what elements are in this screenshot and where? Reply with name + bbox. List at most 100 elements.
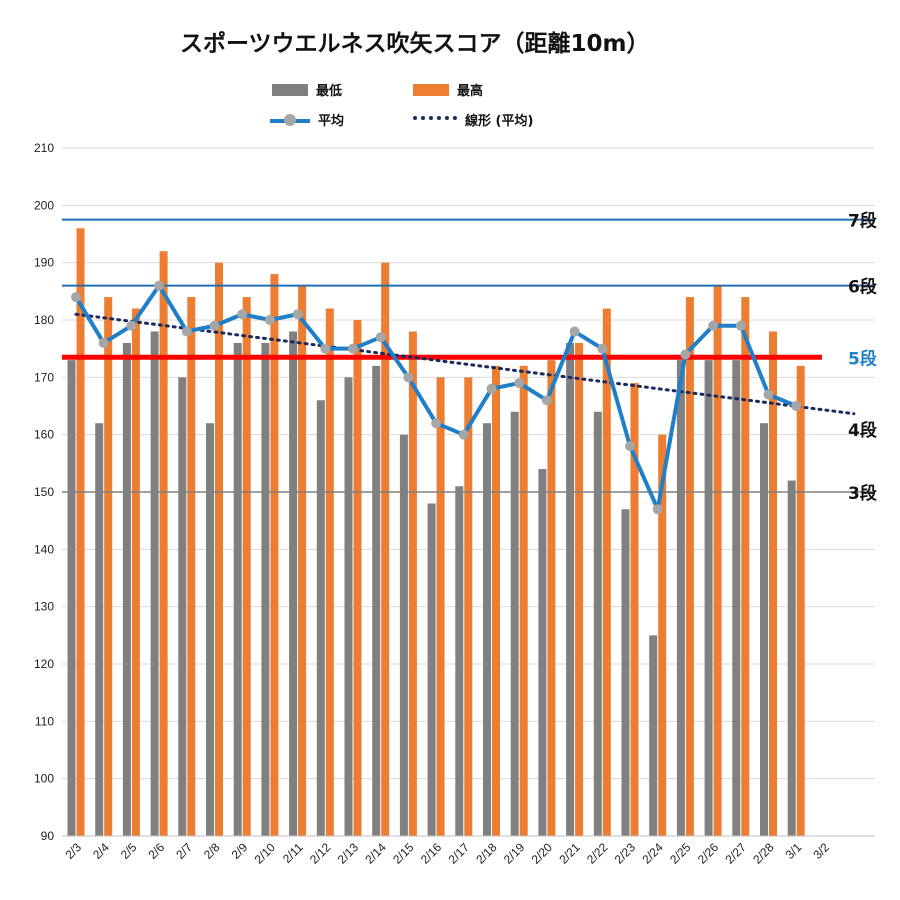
reference-label: 7段: [848, 211, 877, 232]
x-tick-label: 2/15: [390, 840, 417, 867]
y-tick-label: 90: [41, 829, 55, 843]
bar-max: [436, 377, 445, 836]
bar-max: [464, 377, 473, 836]
bar-max: [519, 365, 528, 836]
bar-min: [122, 342, 131, 836]
y-tick-label: 200: [34, 198, 54, 212]
bar-max: [270, 274, 279, 837]
average-point: [735, 320, 746, 331]
legend-swatch-max: [413, 83, 449, 96]
x-tick-label: 2/14: [362, 840, 389, 867]
bar-min: [316, 400, 325, 836]
legend-swatch-avg: [270, 113, 310, 126]
reference-label: 4段: [848, 420, 877, 441]
bar-min: [593, 411, 602, 836]
bar-max: [104, 297, 113, 837]
bar-max: [298, 285, 307, 837]
bar-max: [325, 308, 334, 836]
x-tick-label: 2/18: [473, 840, 500, 867]
chart-title: スポーツウエルネス吹矢スコア（距離10m）: [180, 31, 650, 57]
x-tick-label: 2/11: [280, 840, 306, 866]
x-tick-label: 2/20: [529, 840, 556, 867]
bar-max: [492, 365, 500, 836]
x-tick-label: 2/9: [229, 840, 251, 862]
x-tick-label: 2/6: [146, 840, 168, 862]
x-tick-label: 2/13: [335, 840, 362, 867]
bar-min: [455, 486, 464, 836]
bar-min: [399, 434, 408, 836]
average-point: [514, 378, 525, 389]
bar-max: [408, 331, 417, 836]
bar-min: [732, 360, 741, 836]
bar-max: [215, 262, 223, 837]
reference-label: 3段: [848, 483, 877, 504]
x-tick-label: 2/26: [695, 840, 722, 867]
average-point: [98, 337, 109, 348]
y-tick-label: 150: [34, 485, 54, 499]
y-tick-label: 130: [34, 600, 54, 614]
legend-swatch-min: [272, 83, 308, 96]
bar-min: [566, 342, 575, 836]
average-point: [569, 326, 580, 337]
bar-max: [741, 297, 750, 837]
average-point: [708, 320, 719, 331]
x-tick-label: 2/10: [252, 840, 279, 867]
average-point: [763, 389, 774, 400]
y-tick-label: 140: [34, 542, 54, 556]
average-point: [625, 441, 635, 452]
x-tick-label: 3/2: [810, 840, 832, 862]
x-tick-label: 2/17: [446, 840, 473, 867]
average-point: [597, 343, 608, 354]
x-tick-label: 2/25: [667, 840, 694, 867]
bar-min: [233, 342, 242, 836]
reference-label: 5段: [848, 348, 877, 369]
bar-min: [676, 360, 685, 836]
bar-min: [289, 331, 298, 836]
average-point: [209, 320, 220, 331]
y-tick-label: 160: [34, 428, 54, 442]
average-point: [264, 315, 275, 325]
x-tick-label: 2/7: [173, 840, 195, 862]
bar-min: [760, 423, 768, 836]
bar-min: [621, 509, 630, 836]
y-tick-label: 180: [34, 313, 54, 327]
bar-max: [159, 251, 168, 836]
bar-max: [131, 308, 140, 836]
bar-min: [427, 503, 436, 836]
average-point: [458, 429, 469, 440]
y-tick-label: 190: [34, 256, 54, 270]
bar-min: [261, 342, 270, 836]
average-point: [237, 309, 248, 320]
average-point: [71, 292, 81, 303]
legend-label-avg: 平均: [318, 114, 345, 129]
x-tick-label: 3/1: [783, 840, 805, 862]
legend-label-max: 最高: [457, 84, 484, 99]
bar-max: [242, 297, 251, 837]
average-point: [320, 343, 331, 354]
legend-item-min: 最低: [272, 80, 342, 99]
average-point: [431, 418, 442, 429]
y-tick-label: 210: [34, 141, 54, 155]
average-point: [181, 326, 192, 337]
average-point: [348, 343, 358, 354]
x-tick-label: 2/5: [118, 840, 140, 862]
average-point: [791, 401, 802, 411]
legend-swatch-trend: [413, 115, 457, 124]
bar-min: [95, 423, 104, 836]
bar-min: [344, 377, 353, 836]
x-tick-label: 2/22: [584, 840, 611, 867]
bar-max: [796, 365, 805, 836]
average-point: [126, 320, 137, 331]
trendline: [74, 312, 856, 416]
x-tick-label: 2/3: [62, 840, 84, 862]
legend-item-trend: 線形 (平均): [413, 110, 533, 129]
bar-min: [483, 423, 491, 836]
x-tick-label: 2/23: [612, 840, 639, 867]
bar-max: [353, 320, 362, 836]
bar-max: [769, 331, 777, 836]
legend-label-min: 最低: [316, 84, 343, 99]
bar-min: [649, 635, 658, 836]
average-point: [403, 372, 414, 383]
bar-max: [76, 228, 85, 836]
x-tick-label: 2/21: [556, 840, 583, 867]
